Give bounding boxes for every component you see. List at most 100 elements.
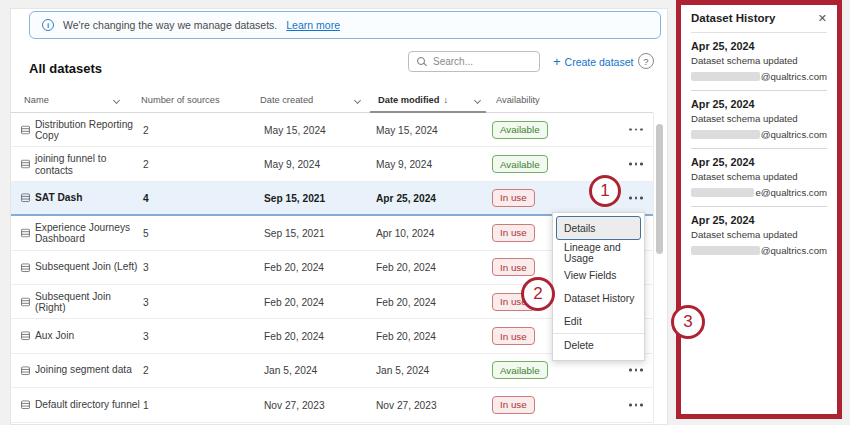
date-created: Feb 20, 2024 xyxy=(264,331,324,342)
email-domain: @qualtrics.com xyxy=(761,129,827,140)
table-row[interactable]: SAT Dash 4 Sep 15, 2021 Apr 25, 2024 In … xyxy=(11,182,653,216)
info-icon: i xyxy=(42,19,54,31)
annotation-circle-1: 1 xyxy=(589,175,621,207)
more-actions-button[interactable] xyxy=(623,399,649,410)
chevron-down-icon[interactable] xyxy=(354,97,361,104)
help-button[interactable]: ? xyxy=(638,53,654,69)
dataset-name: Aux Join xyxy=(35,330,74,342)
dataset-name-cell: joining funnel to contacts xyxy=(21,153,143,176)
date-modified: Nov 27, 2023 xyxy=(376,399,437,410)
history-entry-email: @qualtrics.com xyxy=(691,245,827,256)
search-box[interactable] xyxy=(408,51,540,72)
history-entry-action: Dataset schema updated xyxy=(691,229,827,240)
context-menu-item[interactable]: Dataset History xyxy=(553,287,644,310)
dataset-icon xyxy=(21,263,30,272)
page-title: All datasets xyxy=(29,61,102,76)
dataset-name-cell: Joining segment data xyxy=(21,365,143,377)
dataset-icon xyxy=(21,297,30,306)
availability-badge: Available xyxy=(492,121,548,139)
date-created: Feb 20, 2024 xyxy=(264,262,324,273)
create-dataset-label: Create dataset xyxy=(565,56,634,68)
availability-badge-wrap: Available xyxy=(492,121,548,139)
column-header-availability[interactable]: Availability xyxy=(496,95,540,105)
history-entry: Apr 25, 2024 Dataset schema updated @qua… xyxy=(691,207,827,264)
more-actions-button[interactable] xyxy=(623,365,649,376)
history-entry: Apr 25, 2024 Dataset schema updated @qua… xyxy=(691,91,827,149)
more-actions-button[interactable] xyxy=(623,124,649,135)
dataset-history-panel: Dataset History ✕ Apr 25, 2024 Dataset s… xyxy=(676,0,842,419)
column-header-name[interactable]: Name xyxy=(24,95,49,105)
dataset-icon xyxy=(21,125,30,134)
dataset-name-cell: Default directory funnel xyxy=(21,399,143,411)
date-modified: Apr 10, 2024 xyxy=(376,227,434,238)
column-header-created[interactable]: Date created xyxy=(260,95,313,105)
context-menu-item[interactable]: Delete xyxy=(553,333,644,356)
learn-more-link[interactable]: Learn more xyxy=(286,19,340,31)
dataset-icon xyxy=(21,193,30,202)
table-row[interactable]: Distribution Reporting Copy 2 May 15, 20… xyxy=(11,113,653,147)
history-entry-action: Dataset schema updated xyxy=(691,171,827,182)
row-context-menu: Details Lineage and Usage View Fields Da… xyxy=(552,212,645,361)
dataset-name-cell: Aux Join xyxy=(21,330,143,342)
history-entries: Apr 25, 2024 Dataset schema updated @qua… xyxy=(691,33,827,264)
more-actions-icon xyxy=(629,365,642,376)
dataset-icon xyxy=(21,228,30,237)
dataset-icon xyxy=(21,332,30,341)
date-created: Feb 20, 2024 xyxy=(264,296,324,307)
more-actions-button[interactable] xyxy=(623,193,649,204)
dataset-name: Joining segment data xyxy=(35,365,132,377)
annotation-label: 3 xyxy=(683,312,692,332)
search-input[interactable] xyxy=(433,56,531,67)
search-icon xyxy=(417,57,427,67)
column-header-sources[interactable]: Number of sources xyxy=(141,95,220,105)
more-actions-icon xyxy=(629,399,642,410)
sources-count: 3 xyxy=(143,296,149,307)
availability-badge-wrap: In use xyxy=(492,189,535,207)
history-entry-email: @qualtrics.com xyxy=(691,129,827,140)
redacted-email-name xyxy=(691,246,760,255)
redacted-email-name xyxy=(691,72,760,81)
dataset-name-cell: Distribution Reporting Copy xyxy=(21,118,143,141)
redacted-email-name xyxy=(691,188,754,197)
dataset-name: Subsequent Join (Left) xyxy=(35,262,138,274)
sources-count: 3 xyxy=(143,262,149,273)
chevron-down-icon[interactable] xyxy=(474,97,481,104)
date-modified: May 15, 2024 xyxy=(376,124,438,135)
history-entry-action: Dataset schema updated xyxy=(691,113,827,124)
more-actions-button[interactable] xyxy=(623,159,649,170)
annotation-circle-3: 3 xyxy=(671,305,705,339)
context-menu-item[interactable]: Lineage and Usage xyxy=(553,241,644,264)
date-modified: Apr 25, 2024 xyxy=(376,192,436,203)
context-menu-item[interactable]: Edit xyxy=(553,310,644,333)
availability-badge: Available xyxy=(492,155,548,173)
date-modified: Feb 20, 2024 xyxy=(376,331,436,342)
panel-header: Dataset History ✕ xyxy=(691,12,827,33)
chevron-down-icon[interactable] xyxy=(113,97,120,104)
help-icon: ? xyxy=(643,56,648,67)
date-created: Sep 15, 2021 xyxy=(264,227,325,238)
context-menu-item[interactable]: Details xyxy=(556,216,641,240)
date-created: Jan 5, 2024 xyxy=(264,365,317,376)
vertical-scrollbar[interactable] xyxy=(656,124,663,254)
date-modified: Jan 5, 2024 xyxy=(376,365,429,376)
dataset-name: Subsequent Join (Right) xyxy=(35,290,143,313)
close-button[interactable]: ✕ xyxy=(818,13,827,24)
banner-text: We're changing the way we manage dataset… xyxy=(63,19,277,31)
panel-title: Dataset History xyxy=(691,12,775,24)
email-domain: @qualtrics.com xyxy=(761,245,827,256)
availability-badge-wrap: In use xyxy=(492,396,535,414)
column-header-modified[interactable]: Date modified ↓ xyxy=(378,95,448,105)
context-menu-item[interactable]: View Fields xyxy=(553,264,644,287)
dataset-icon xyxy=(21,366,30,375)
dataset-icon xyxy=(21,160,30,169)
history-entry-date: Apr 25, 2024 xyxy=(691,40,827,52)
create-dataset-button[interactable]: + Create dataset xyxy=(553,56,633,68)
table-row[interactable]: joining funnel to contacts 2 May 9, 2024… xyxy=(11,147,653,181)
availability-badge: In use xyxy=(492,327,535,345)
table-row[interactable]: Default directory funnel 1 Nov 27, 2023 … xyxy=(11,388,653,422)
history-entry-email: @qualtrics.com xyxy=(691,71,827,82)
close-icon: ✕ xyxy=(818,12,827,24)
availability-badge-wrap: In use xyxy=(492,327,535,345)
availability-badge: In use xyxy=(492,258,535,276)
availability-badge: In use xyxy=(492,396,535,414)
